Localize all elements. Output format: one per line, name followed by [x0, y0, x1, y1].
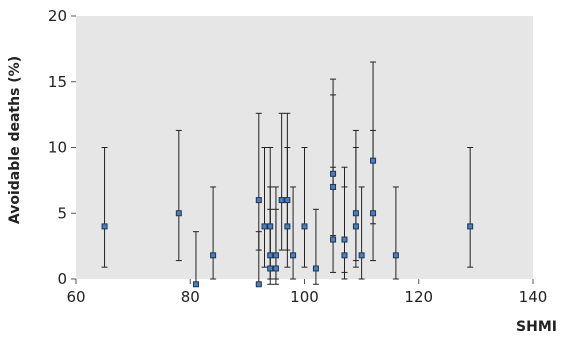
x-tick-label: 80: [181, 288, 200, 306]
data-point-marker: [301, 223, 308, 230]
y-tick-label: 15: [48, 73, 67, 91]
error-bar: [261, 147, 268, 268]
data-point-marker: [467, 223, 474, 230]
error-bar: [284, 147, 291, 268]
x-tick-label: 60: [66, 288, 85, 306]
x-tick-label: 100: [290, 288, 319, 306]
data-point-marker: [278, 197, 285, 204]
error-bar: [278, 112, 285, 251]
data-point-marker: [267, 252, 274, 259]
data-point-marker: [370, 157, 377, 164]
data-point-marker: [358, 252, 365, 259]
data-point-marker: [352, 223, 359, 230]
data-point-marker: [341, 252, 348, 259]
y-tick-label: 0: [57, 270, 67, 288]
data-point-marker: [312, 265, 319, 272]
error-bar: [301, 147, 308, 268]
x-axis-title: SHMI: [516, 319, 557, 335]
error-bar: [352, 147, 359, 268]
y-axis-ticks: 0 5 10 15 20: [48, 7, 76, 288]
error-bar: [341, 186, 348, 280]
data-point-marker: [370, 210, 377, 217]
error-bar: [392, 186, 399, 280]
error-bar: [370, 129, 377, 262]
error-bar: [290, 186, 297, 280]
error-bar: [467, 147, 474, 268]
error-bar: [210, 186, 217, 280]
data-point-marker: [330, 183, 337, 190]
data-point-marker: [284, 197, 291, 204]
data-point-marker: [255, 197, 262, 204]
y-tick-label: 20: [48, 7, 67, 25]
data-point-marker: [255, 281, 262, 288]
data-point-marker: [290, 252, 297, 259]
x-axis-ticks: 60 80 100 120 140: [66, 279, 547, 306]
data-point-marker: [175, 210, 182, 217]
data-point-marker: [267, 265, 274, 272]
data-point-marker: [284, 223, 291, 230]
data-point-marker: [210, 252, 217, 259]
data-point-marker: [352, 210, 359, 217]
error-bar: [312, 208, 319, 285]
data-point-marker: [330, 236, 337, 243]
data-point-marker: [330, 170, 337, 177]
y-tick-label: 5: [57, 204, 67, 222]
data-point-marker: [101, 223, 108, 230]
data-point-marker: [392, 252, 399, 259]
x-tick-label: 120: [404, 288, 433, 306]
y-tick-label: 10: [48, 139, 67, 157]
data-point-marker: [272, 252, 279, 259]
error-bar: [358, 186, 365, 280]
data-point-marker: [192, 281, 199, 288]
data-point-marker: [272, 265, 279, 272]
x-tick-label: 140: [519, 288, 548, 306]
error-bar: [267, 208, 274, 285]
error-bar: [272, 186, 279, 280]
data-point-marker: [261, 223, 268, 230]
error-bar: [175, 129, 182, 262]
data-points: [101, 157, 474, 288]
y-axis-title: Avoidable deaths (%): [7, 56, 23, 224]
error-bar: [101, 147, 108, 268]
data-point-marker: [267, 223, 274, 230]
data-point-marker: [341, 236, 348, 243]
